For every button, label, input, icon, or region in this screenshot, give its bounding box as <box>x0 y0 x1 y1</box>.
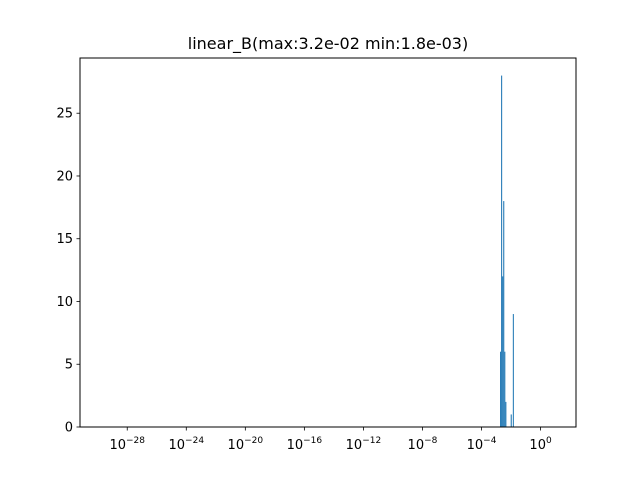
x-tick-label: 10−24 <box>169 436 205 453</box>
histogram-bar <box>501 75 503 428</box>
y-tick-label: 20 <box>56 169 73 184</box>
x-tick-label: 10−16 <box>287 436 323 453</box>
histogram-bar <box>512 314 514 427</box>
y-tick-label: 10 <box>56 295 73 310</box>
x-tick-label: 10−12 <box>346 436 382 453</box>
histogram-bar <box>502 276 504 427</box>
bars-group <box>500 75 514 428</box>
y-axis: 0 5 10 15 20 25 <box>56 107 80 436</box>
y-tick-label: 15 <box>56 232 73 247</box>
histogram-bar <box>500 351 502 427</box>
x-tick-label: 10−8 <box>408 436 438 453</box>
histogram-bar <box>503 201 505 427</box>
chart-title: linear_B(max:3.2e-02 min:1.8e-03) <box>188 34 468 54</box>
histogram-bar <box>505 401 507 427</box>
x-tick-label: 10−28 <box>109 436 145 453</box>
plot-frame <box>79 57 577 428</box>
x-tick-label: 100 <box>529 436 552 453</box>
y-tick-label: 25 <box>56 107 73 122</box>
y-tick-label: 5 <box>65 358 73 373</box>
histogram-bar <box>504 351 506 427</box>
x-tick-label: 10−4 <box>467 436 497 453</box>
histogram-bar <box>510 414 512 427</box>
x-tick-label: 10−20 <box>228 436 264 453</box>
y-tick-label: 0 <box>65 421 73 436</box>
x-axis: 10−28 10−24 10−20 10−16 10−12 10−8 10−4 100 <box>109 427 552 453</box>
